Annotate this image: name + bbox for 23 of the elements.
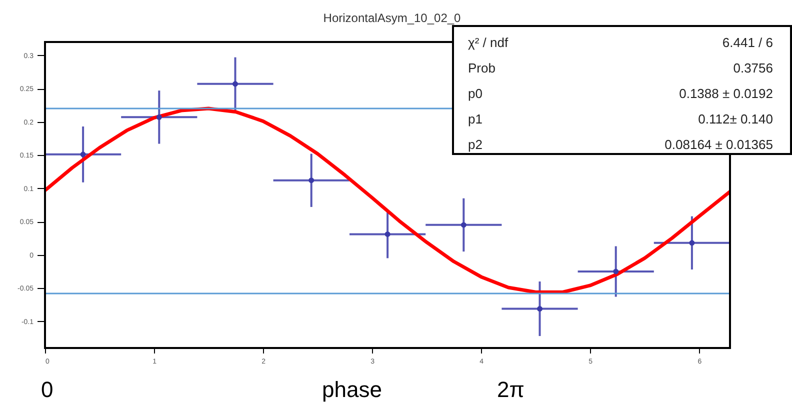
- text: 0.3756: [733, 60, 773, 76]
- point: [689, 240, 695, 246]
- point: [460, 222, 466, 228]
- annotation: p1: [468, 112, 482, 126]
- point: [537, 306, 542, 312]
- x-axis-title: phase: [322, 377, 382, 402]
- point: [232, 81, 238, 87]
- point: [384, 232, 390, 237]
- text: 2π: [497, 377, 524, 402]
- point: [613, 268, 619, 274]
- annotation: 0.1388 ± 0.0192: [679, 86, 773, 101]
- point: [308, 178, 314, 184]
- annotation: p0: [468, 86, 482, 101]
- annotation: χ² / ndf: [468, 35, 508, 50]
- annotation: 0.08164 ± 0.01365: [664, 137, 773, 152]
- annotation: Prob: [468, 60, 496, 76]
- point: [80, 152, 86, 158]
- annotation: 6.441 / 6: [722, 35, 773, 50]
- text: 0: [41, 377, 54, 402]
- annotation: p2: [468, 137, 482, 152]
- chart-title: HorizontalAsym_10_02_0: [323, 11, 462, 25]
- point: [156, 114, 162, 120]
- annotation: 0.112± 0.140: [698, 112, 773, 126]
